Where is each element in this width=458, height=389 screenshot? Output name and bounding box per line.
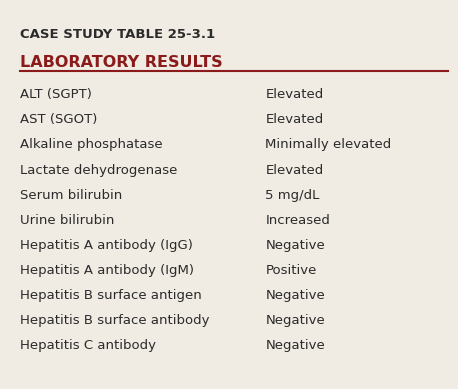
Text: ALT (SGPT): ALT (SGPT) (20, 88, 92, 101)
Text: Lactate dehydrogenase: Lactate dehydrogenase (20, 164, 177, 177)
Text: 5 mg/dL: 5 mg/dL (266, 189, 320, 202)
Text: Hepatitis A antibody (IgM): Hepatitis A antibody (IgM) (20, 264, 194, 277)
Text: Negative: Negative (266, 239, 325, 252)
Text: Negative: Negative (266, 314, 325, 327)
Text: Elevated: Elevated (266, 88, 324, 101)
Text: Serum bilirubin: Serum bilirubin (20, 189, 122, 202)
Text: Increased: Increased (266, 214, 330, 227)
Text: Negative: Negative (266, 289, 325, 302)
Text: Hepatitis C antibody: Hepatitis C antibody (20, 339, 156, 352)
Text: Elevated: Elevated (266, 113, 324, 126)
Text: LABORATORY RESULTS: LABORATORY RESULTS (20, 56, 222, 70)
Text: Hepatitis B surface antibody: Hepatitis B surface antibody (20, 314, 209, 327)
Text: Urine bilirubin: Urine bilirubin (20, 214, 114, 227)
Text: Alkaline phosphatase: Alkaline phosphatase (20, 138, 162, 151)
Text: AST (SGOT): AST (SGOT) (20, 113, 97, 126)
Text: Negative: Negative (266, 339, 325, 352)
Text: Hepatitis A antibody (IgG): Hepatitis A antibody (IgG) (20, 239, 192, 252)
Text: CASE STUDY TABLE 25-3.1: CASE STUDY TABLE 25-3.1 (20, 28, 215, 41)
Text: Minimally elevated: Minimally elevated (266, 138, 392, 151)
Text: Hepatitis B surface antigen: Hepatitis B surface antigen (20, 289, 202, 302)
Text: Elevated: Elevated (266, 164, 324, 177)
Text: Positive: Positive (266, 264, 317, 277)
